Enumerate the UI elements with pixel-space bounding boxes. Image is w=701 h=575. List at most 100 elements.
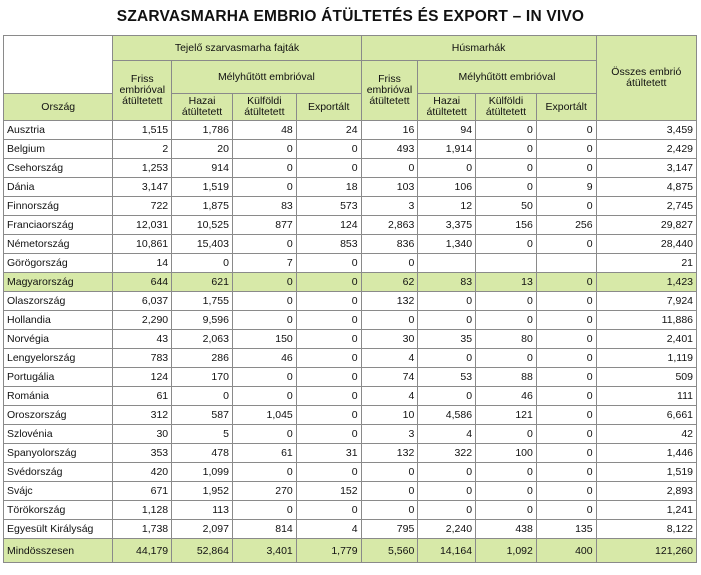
value-cell: 0 <box>231 386 297 406</box>
totals-row: Mindösszesen 44,179 52,864 3,401 1,779 5… <box>2 538 698 563</box>
value-cell: 0 <box>417 158 477 178</box>
value-cell: 113 <box>171 500 233 520</box>
country-cell: Spanyolország <box>2 443 114 463</box>
row-total-cell: 3,147 <box>595 158 698 178</box>
table-row: Németország 10,861 15,403 0 853 836 1,340 0 0 28,… <box>2 234 698 254</box>
value-cell: 0 <box>475 177 537 197</box>
value-cell: 3,375 <box>417 215 477 235</box>
value-cell: 0 <box>171 253 233 273</box>
value-cell: 0 <box>295 500 362 520</box>
table-row: Franciaország 12,031 10,525 877 124 2,863 3,37… <box>2 215 698 235</box>
value-cell: 121 <box>475 405 537 425</box>
value-cell: 106 <box>417 177 477 197</box>
value-cell: 5 <box>171 424 233 444</box>
value-cell: 0 <box>360 500 419 520</box>
value-cell: 124 <box>112 367 173 387</box>
value-cell: 4,586 <box>417 405 477 425</box>
value-cell: 9 <box>535 177 597 197</box>
value-cell: 2,240 <box>417 519 477 539</box>
country-cell: Portugália <box>2 367 114 387</box>
table-row: Csehország 1,253 914 0 0 0 0 0 0 3,147 <box>2 158 698 178</box>
country-cell: Görögország <box>2 253 114 273</box>
row-total-cell: 111 <box>595 386 698 406</box>
country-cell: Norvégia <box>2 329 114 349</box>
value-cell: 0 <box>535 272 597 292</box>
value-cell: 4 <box>360 386 419 406</box>
country-header: Ország <box>2 93 114 121</box>
value-cell: 420 <box>112 462 173 482</box>
table-row: Dánia 3,147 1,519 0 18 103 106 0 9 4,875 <box>2 177 698 197</box>
value-cell: 0 <box>295 291 362 311</box>
table-row: Belgium 2 20 0 0 493 1,914 0 0 2,429 <box>2 139 698 159</box>
value-cell: 152 <box>295 481 362 501</box>
value-cell: 0 <box>535 196 597 216</box>
value-cell: 0 <box>535 120 597 140</box>
table-row: Románia 61 0 0 0 4 0 46 0 111 <box>2 386 698 406</box>
table-body: Ausztria 1,515 1,786 48 24 16 94 0 0 3,459 Belgium… <box>2 120 698 539</box>
value-cell: 88 <box>475 367 537 387</box>
table-row: Svájc 671 1,952 270 152 0 0 0 0 2,893 <box>2 481 698 501</box>
value-cell: 50 <box>475 196 537 216</box>
value-cell: 6,037 <box>112 291 173 311</box>
row-total-cell: 2,745 <box>595 196 698 216</box>
totals-label: Mindösszesen <box>2 538 114 563</box>
value-cell: 0 <box>475 500 537 520</box>
beef-foreign-header: Külföldi átültetett <box>475 93 537 121</box>
country-cell: Szlovénia <box>2 424 114 444</box>
value-cell: 170 <box>171 367 233 387</box>
value-cell: 0 <box>535 329 597 349</box>
value-cell: 48 <box>231 120 297 140</box>
value-cell: 0 <box>535 481 597 501</box>
table-row: Portugália 124 170 0 0 74 53 88 0 509 <box>2 367 698 387</box>
value-cell: 286 <box>171 348 233 368</box>
value-cell: 94 <box>417 120 477 140</box>
value-cell: 0 <box>417 291 477 311</box>
value-cell: 0 <box>295 329 362 349</box>
total-cell: 44,179 <box>112 538 173 563</box>
value-cell: 0 <box>295 272 362 292</box>
table-row: Norvégia 43 2,063 150 0 30 35 80 0 2,401 <box>2 329 698 349</box>
value-cell: 783 <box>112 348 173 368</box>
value-cell: 0 <box>295 348 362 368</box>
value-cell: 0 <box>295 424 362 444</box>
value-cell: 814 <box>231 519 297 539</box>
value-cell: 0 <box>231 291 297 311</box>
value-cell: 46 <box>475 386 537 406</box>
value-cell: 0 <box>360 462 419 482</box>
value-cell: 438 <box>475 519 537 539</box>
value-cell: 0 <box>417 462 477 482</box>
table-row: Törökország 1,128 113 0 0 0 0 0 0 1,241 <box>2 500 698 520</box>
value-cell: 4 <box>295 519 362 539</box>
value-cell <box>417 253 477 273</box>
value-cell: 671 <box>112 481 173 501</box>
value-cell: 0 <box>231 500 297 520</box>
value-cell: 0 <box>535 462 597 482</box>
row-total-cell: 8,122 <box>595 519 698 539</box>
value-cell: 10,525 <box>171 215 233 235</box>
value-cell: 10,861 <box>112 234 173 254</box>
value-cell: 0 <box>475 158 537 178</box>
table-row: Lengyelország 783 286 46 0 4 0 0 0 1,119 <box>2 348 698 368</box>
total-transferred-header: Összes embrió átültetett <box>595 35 698 121</box>
value-cell: 0 <box>535 443 597 463</box>
value-cell: 132 <box>360 443 419 463</box>
value-cell: 30 <box>112 424 173 444</box>
row-total-cell: 1,446 <box>595 443 698 463</box>
value-cell: 2 <box>112 139 173 159</box>
value-cell: 0 <box>231 139 297 159</box>
country-cell: Lengyelország <box>2 348 114 368</box>
value-cell: 1,914 <box>417 139 477 159</box>
country-cell: Magyarország <box>2 272 114 292</box>
value-cell: 353 <box>112 443 173 463</box>
row-total-cell: 21 <box>595 253 698 273</box>
value-cell: 0 <box>360 158 419 178</box>
row-total-cell: 29,827 <box>595 215 698 235</box>
value-cell: 0 <box>171 386 233 406</box>
country-cell: Svédország <box>2 462 114 482</box>
value-cell: 0 <box>295 310 362 330</box>
value-cell <box>535 253 597 273</box>
country-cell: Franciaország <box>2 215 114 235</box>
row-total-cell: 6,661 <box>595 405 698 425</box>
row-total-cell: 28,440 <box>595 234 698 254</box>
value-cell: 0 <box>475 291 537 311</box>
